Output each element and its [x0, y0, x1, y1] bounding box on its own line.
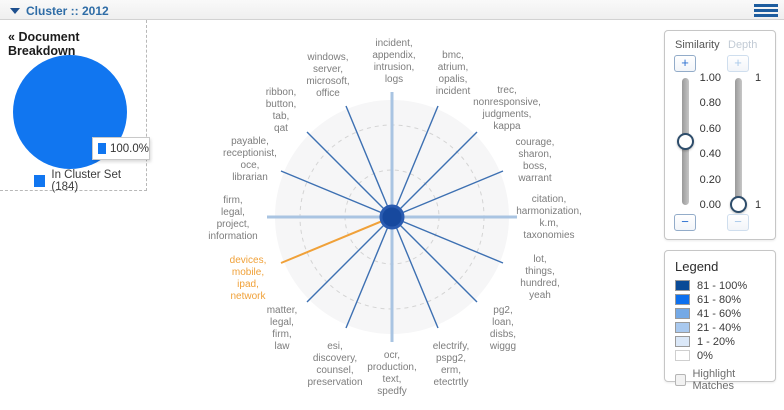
hamburger-menu-icon[interactable] — [754, 4, 778, 17]
cluster-center-node[interactable] — [379, 204, 405, 230]
legend-item: 61 - 80% — [675, 294, 775, 306]
cluster-label-matter[interactable]: matter, legal, firm, law — [266, 305, 298, 352]
legend-title: Legend — [675, 259, 719, 274]
legend-color-swatch — [675, 336, 690, 348]
radial-cluster-chart — [267, 92, 517, 342]
similarity-label: Similarity — [675, 39, 720, 51]
cluster-label-trec[interactable]: trec, nonresponsive, judgments, kappa — [473, 85, 541, 132]
spoke-windows[interactable] — [345, 105, 393, 218]
pie-legend-item: In Cluster Set (184) — [34, 169, 146, 193]
depth-slider-track[interactable] — [735, 78, 742, 205]
legend-panel: Legend 81 - 100% 61 - 80% 41 - 60% 21 - … — [664, 250, 776, 392]
cluster-label-bmc[interactable]: bmc, atrium, opalis, incident — [435, 50, 471, 97]
pie-tooltip: 100.0% — [92, 137, 150, 160]
legend-item: 0% — [675, 350, 775, 362]
spoke-payable[interactable] — [280, 170, 393, 218]
highlight-matches-label: Highlight Matches — [692, 368, 736, 392]
panel-title[interactable]: « Document Breakdown — [8, 30, 146, 58]
similarity-slider-handle[interactable] — [677, 133, 694, 150]
spoke-lot[interactable] — [391, 216, 504, 264]
spoke-bmc[interactable] — [391, 105, 439, 218]
similarity-tick: 0.60 — [699, 123, 721, 135]
legend-color-swatch — [675, 322, 690, 334]
cluster-label-devices[interactable]: devices, mobile, ipad, network — [229, 255, 267, 302]
cluster-label-esi[interactable]: esi, discovery, counsel, preservation — [307, 341, 363, 388]
spoke-trec[interactable] — [391, 131, 478, 218]
spoke-pg2[interactable] — [391, 216, 478, 303]
legend-item-label: 0% — [697, 349, 713, 362]
tooltip-value: 100.0% — [109, 142, 149, 155]
cluster-label-windows[interactable]: windows, server, microsoft, office — [306, 52, 350, 99]
legend-item: 81 - 100% — [675, 280, 775, 292]
depth-tick-top: 1 — [755, 72, 762, 84]
depth-plus-button[interactable]: + — [727, 55, 749, 72]
top-bar: Cluster :: 2012 — [0, 0, 784, 20]
similarity-tick: 0.80 — [699, 97, 721, 109]
spoke-matter[interactable] — [306, 216, 393, 303]
legend-item: 41 - 60% — [675, 308, 775, 320]
legend-label: In Cluster Set (184) — [51, 169, 122, 193]
collapse-chevron-icon[interactable]: « — [8, 30, 15, 44]
depth-minus-button[interactable]: − — [727, 214, 749, 231]
cluster-label-firm[interactable]: firm, legal, project, information — [208, 195, 258, 242]
cluster-label-citation[interactable]: citation, harmonization, k.m, taxonomies — [516, 194, 582, 241]
sliders-panel: Similarity Depth + + 1.00 0.80 0.60 0.40… — [664, 30, 776, 240]
spoke-esi[interactable] — [345, 216, 393, 329]
cluster-label-pg2[interactable]: pg2, loan, disbs, wiggg — [489, 305, 517, 352]
legend-item-label: 41 - 60% — [697, 307, 742, 320]
legend-item-label: 81 - 100% — [697, 279, 748, 292]
legend-swatch — [34, 175, 46, 187]
depth-tick-bottom: 1 — [755, 199, 762, 211]
cluster-label-lot[interactable]: lot, things, hundred, yeah — [520, 254, 560, 301]
panel-title-label: Document Breakdown — [8, 30, 80, 58]
cluster-label-courage[interactable]: courage, sharon, boss, warrant — [515, 137, 555, 184]
legend-item: 21 - 40% — [675, 322, 775, 334]
legend-item-label: 21 - 40% — [697, 321, 742, 334]
similarity-tick: 1.00 — [699, 72, 721, 84]
cluster-label-ocr[interactable]: ocr, production, text, spedfy — [367, 350, 417, 397]
legend-color-swatch — [675, 294, 690, 306]
spoke-electrify[interactable] — [391, 216, 439, 329]
similarity-plus-button[interactable]: + — [674, 55, 696, 72]
legend-color-swatch — [675, 350, 690, 362]
collapse-caret-icon[interactable] — [10, 8, 20, 14]
cluster-label-ribbon[interactable]: ribbon, button, tab, qat — [265, 87, 297, 134]
similarity-tick: 0.40 — [699, 148, 721, 160]
legend-item: 1 - 20% — [675, 336, 775, 348]
legend-item-label: 61 - 80% — [697, 293, 742, 306]
cluster-label-payable[interactable]: payable, receptionist, oce, librarian — [223, 136, 277, 183]
similarity-tick: 0.20 — [699, 174, 721, 186]
legend-item-label: 1 - 20% — [697, 335, 735, 348]
cluster-label-incident[interactable]: incident, appendix, intrusion, logs — [372, 38, 416, 85]
cluster-label-electrify[interactable]: electrify, pspg2, erm, etectrtly — [432, 341, 470, 388]
similarity-minus-button[interactable]: − — [674, 214, 696, 231]
tooltip-swatch — [98, 143, 106, 154]
similarity-tick: 0.00 — [699, 199, 721, 211]
spoke-courage[interactable] — [391, 170, 504, 218]
highlight-matches-row: Highlight Matches — [675, 368, 775, 392]
document-breakdown-panel: « Document Breakdown 100.0% In Cluster S… — [0, 20, 150, 193]
depth-label: Depth — [728, 39, 758, 51]
cluster-title[interactable]: Cluster :: 2012 — [26, 4, 109, 18]
depth-slider-handle[interactable] — [730, 196, 747, 213]
legend-rows: 81 - 100% 61 - 80% 41 - 60% 21 - 40% 1 -… — [675, 280, 775, 392]
highlight-matches-checkbox[interactable] — [675, 374, 687, 386]
spoke-ribbon[interactable] — [306, 131, 393, 218]
spoke-devices[interactable] — [280, 216, 393, 264]
legend-color-swatch — [675, 280, 690, 292]
legend-color-swatch — [675, 308, 690, 320]
